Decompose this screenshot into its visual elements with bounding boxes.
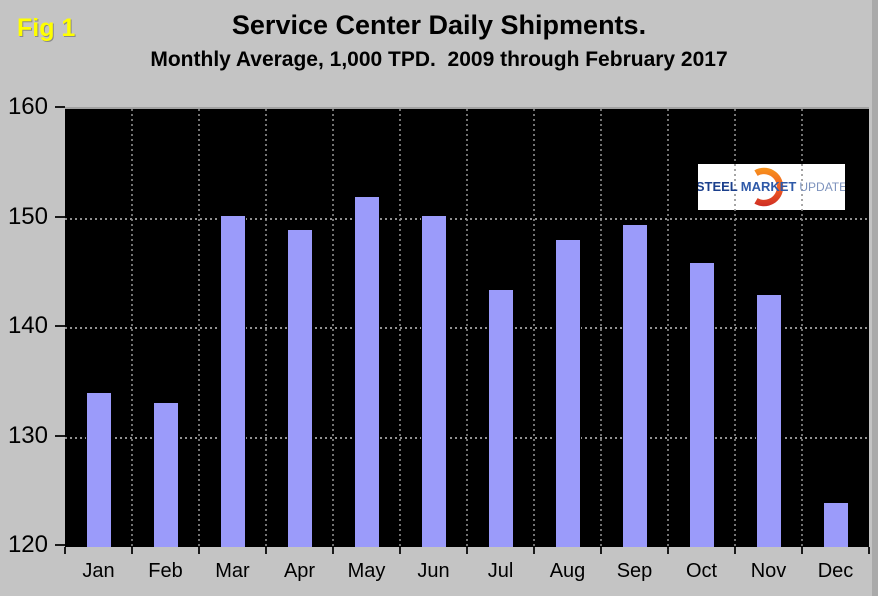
vertical-gridline xyxy=(734,109,736,547)
bar-mar xyxy=(219,215,246,547)
window-right-edge xyxy=(872,0,878,596)
bar-feb xyxy=(152,402,179,547)
x-axis-label-jul: Jul xyxy=(487,560,514,582)
y-axis-tick xyxy=(55,434,65,437)
x-axis-label-jun: Jun xyxy=(417,560,450,582)
bar-apr xyxy=(286,229,313,547)
y-axis-tick xyxy=(55,215,65,218)
bar-nov xyxy=(755,294,782,547)
bar-dec xyxy=(822,502,849,547)
x-axis-label-jan: Jan xyxy=(82,560,115,582)
vertical-gridline xyxy=(466,109,468,547)
y-axis-tick xyxy=(55,544,65,546)
x-axis-label-feb: Feb xyxy=(148,560,183,582)
vertical-gridline xyxy=(600,109,602,547)
x-axis-tick xyxy=(734,547,736,554)
x-axis-tick xyxy=(533,547,535,554)
logo-text: STEEL MARKET UPDATE xyxy=(698,178,845,196)
vertical-gridline xyxy=(332,109,334,547)
x-axis-label-dec: Dec xyxy=(817,560,854,582)
x-axis-tick xyxy=(399,547,401,554)
bar-jun xyxy=(420,215,447,547)
figure-label: Fig 1 xyxy=(17,14,76,42)
x-axis-label-oct: Oct xyxy=(685,560,718,582)
vertical-gridline xyxy=(131,109,133,547)
logo-word-steel: STEEL xyxy=(698,179,738,194)
y-axis-tick xyxy=(55,106,65,108)
x-axis-tick xyxy=(868,547,870,554)
y-axis-label-160: 160 xyxy=(7,93,48,120)
vertical-gridline xyxy=(399,109,401,547)
x-axis-label-aug: Aug xyxy=(549,560,586,582)
y-axis-label-150: 150 xyxy=(7,202,48,230)
x-axis-tick xyxy=(466,547,468,554)
y-axis-label-140: 140 xyxy=(7,312,48,339)
x-axis-tick xyxy=(332,547,334,554)
vertical-gridline xyxy=(801,109,803,547)
x-axis-label-nov: Nov xyxy=(750,560,787,582)
x-axis-label-sep: Sep xyxy=(616,560,653,582)
x-axis-tick xyxy=(801,547,803,554)
vertical-gridline xyxy=(265,109,267,547)
y-axis-tick xyxy=(55,325,65,327)
x-axis-label-apr: Apr xyxy=(283,560,316,582)
bar-sep xyxy=(621,223,648,547)
x-axis-label-may: May xyxy=(347,560,386,582)
x-axis-tick xyxy=(265,547,267,554)
bar-may xyxy=(353,195,380,547)
bar-aug xyxy=(554,239,581,547)
y-axis-label-130: 130 xyxy=(7,421,48,449)
steel-market-update-logo: STEEL MARKET UPDATE xyxy=(698,164,845,210)
x-axis-tick xyxy=(64,547,66,554)
vertical-gridline xyxy=(533,109,535,547)
x-axis-tick xyxy=(667,547,669,554)
x-axis-tick xyxy=(600,547,602,554)
logo-swoosh-icon xyxy=(754,167,784,207)
x-axis-tick xyxy=(131,547,133,554)
logo-word-market: MARKET xyxy=(740,179,797,194)
logo-word-update: UPDATE xyxy=(799,180,845,194)
chart-subtitle: Monthly Average, 1,000 TPD. 2009 through… xyxy=(150,48,728,71)
plot-area: STEEL MARKET UPDATE xyxy=(65,107,869,547)
vertical-gridline xyxy=(198,109,200,547)
bar-jan xyxy=(85,391,112,547)
x-axis-tick xyxy=(198,547,200,554)
vertical-gridline xyxy=(667,109,669,547)
y-axis-label-120: 120 xyxy=(7,531,48,558)
chart-title: Service Center Daily Shipments. xyxy=(231,10,647,40)
bar-oct xyxy=(688,262,715,547)
bar-jul xyxy=(487,288,514,547)
x-axis-label-mar: Mar xyxy=(215,560,250,582)
